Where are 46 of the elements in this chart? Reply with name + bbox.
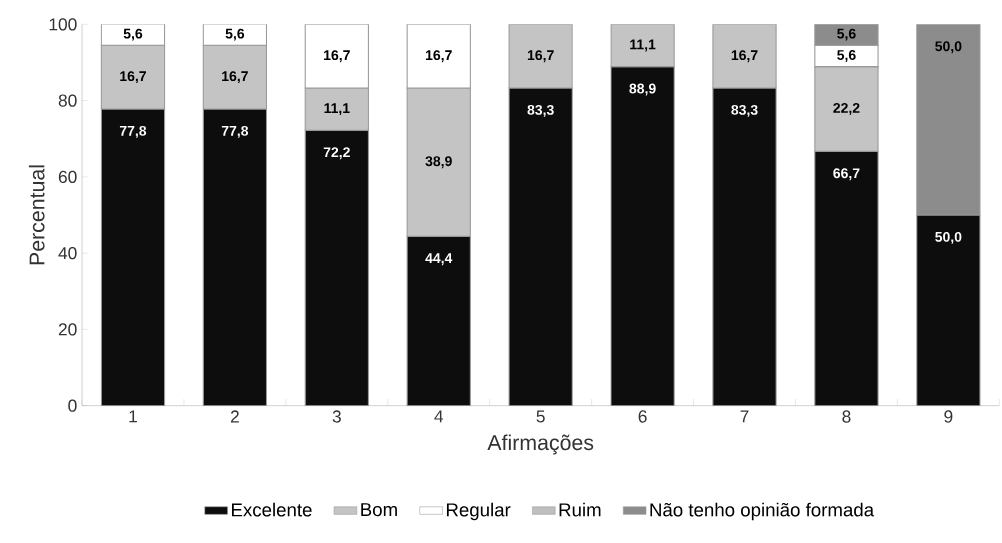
data-label: 77,8	[119, 125, 147, 138]
data-label: 83,3	[527, 104, 554, 117]
data-label: 16,7	[731, 50, 758, 63]
x-tick-label: 2	[230, 410, 239, 423]
legend-label: Bom	[361, 503, 397, 517]
data-label: 5,6	[837, 28, 856, 41]
y-tick-label: 80	[58, 94, 77, 107]
data-label: 72,2	[323, 147, 350, 160]
x-tick-label: 7	[740, 410, 749, 423]
x-tick-label: 1	[129, 410, 137, 423]
data-label: 88,9	[629, 83, 656, 96]
data-label: 38,9	[425, 156, 452, 169]
data-label: 11,1	[630, 39, 656, 52]
data-label: 83,3	[731, 104, 758, 117]
data-label: 16,7	[222, 71, 248, 84]
data-label: 16,7	[120, 71, 146, 84]
data-label: 5,6	[225, 28, 245, 41]
data-label: 16,7	[324, 50, 350, 63]
y-tick-label: 20	[58, 323, 77, 336]
data-label: 22,2	[833, 103, 860, 115]
legend-label: Excelente	[232, 502, 312, 517]
data-label: 5,6	[123, 28, 143, 41]
x-tick-label: 8	[842, 410, 851, 423]
y-tick-label: 100	[49, 18, 77, 31]
x-tick-label: 4	[434, 410, 444, 423]
legend-label: Regular	[446, 502, 511, 521]
x-tick-label: 5	[536, 410, 545, 423]
data-label: 50,0	[935, 41, 962, 54]
y-tick-label: 60	[58, 170, 77, 183]
y-axis-title: Percentual	[28, 165, 45, 265]
data-label: 50,0	[935, 231, 962, 244]
legend-label: Não tenho opinião formada	[650, 502, 875, 521]
x-axis-title: Afirmações	[487, 434, 594, 455]
data-label: 77,8	[221, 125, 249, 138]
x-tick-label: 3	[332, 410, 341, 423]
data-label: 16,7	[426, 50, 452, 63]
data-label: 44,4	[425, 253, 453, 266]
x-tick-label: 9	[944, 410, 953, 423]
x-tick-label: 6	[638, 410, 647, 423]
data-label: 16,7	[527, 50, 554, 63]
data-label: 5,6	[837, 50, 856, 62]
y-tick-label: 0	[68, 399, 77, 412]
legend-label: Ruim	[559, 502, 601, 517]
data-label: 11,1	[324, 103, 350, 116]
data-label: 66,7	[833, 168, 860, 181]
y-tick-label: 40	[58, 246, 77, 260]
